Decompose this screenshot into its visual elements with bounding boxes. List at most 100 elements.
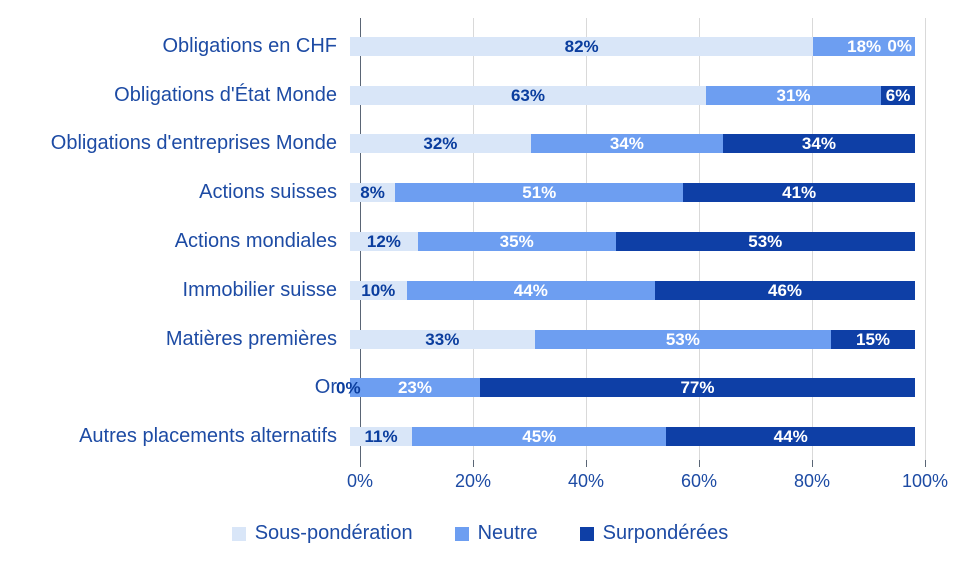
axis-tick-80	[812, 460, 813, 467]
bar-row: Obligations en CHF 82% 18% 0%	[0, 22, 960, 71]
segment-value-label: 51%	[522, 183, 557, 203]
category-label: Or	[314, 376, 337, 399]
legend-item-surpond-r-es: Surpondérées	[579, 522, 729, 545]
bar-row: Obligations d'entreprises Monde 32% 34% 34%	[0, 120, 960, 169]
segment-value-label: 8%	[360, 183, 385, 203]
bar-segment-neutre: 53%	[534, 329, 832, 349]
bar-segment-surpond-r-es: 46%	[655, 280, 915, 300]
bar-row: Matières premières 33% 53% 15%	[0, 315, 960, 364]
axis-tick-20	[473, 460, 474, 467]
segment-value-label: 12%	[366, 232, 401, 252]
bar-segment-surpond-r-es: 15%	[831, 329, 915, 349]
bar-area: 12% 35% 53%	[350, 232, 915, 252]
category-label: Obligations en CHF	[162, 34, 337, 57]
bar-area: 11% 45% 44%	[350, 427, 915, 447]
bar-segment-neutre: 51%	[395, 183, 684, 203]
segment-value-label: 41%	[782, 183, 817, 203]
bar-segment-sous-pond-ration: 10%	[350, 280, 407, 300]
x-axis: 0% 20% 40% 60% 80% 100%	[347, 471, 948, 493]
segment-value-label: 77%	[680, 378, 715, 398]
legend-item-neutre: Neutre	[454, 522, 538, 545]
category-label: Autres placements alternatifs	[79, 425, 337, 448]
segment-value-label: 32%	[423, 134, 458, 154]
bar-segment-sous-pond-ration: 8%	[350, 183, 396, 203]
category-label: Actions suisses	[199, 181, 337, 204]
segment-value-label: 46%	[768, 280, 803, 300]
axis-tick-100	[925, 460, 926, 467]
bar-segment-neutre: 45%	[412, 427, 667, 447]
bar-segment-surpond-r-es: 41%	[683, 183, 915, 203]
bar-segment-surpond-r-es: 53%	[615, 232, 915, 252]
bar-area: 33% 53% 15%	[350, 329, 915, 349]
bar-segment-surpond-r-es: 44%	[666, 427, 915, 447]
legend-label: Neutre	[477, 522, 538, 544]
segment-value-label: 31%	[776, 85, 811, 105]
x-axis-tick-label: 80%	[793, 471, 831, 491]
segment-value-label: 11%	[364, 427, 398, 447]
segment-value-label: 53%	[665, 329, 700, 349]
x-axis-tick-label: 20%	[454, 471, 492, 491]
category-label: Obligations d'entreprises Monde	[50, 132, 337, 155]
bar-segment-surpond-r-es: 77%	[479, 378, 915, 398]
bar-area: 0% 23% 77%	[336, 378, 915, 398]
segment-value-label: 63%	[510, 85, 545, 105]
category-label: Obligations d'État Monde	[114, 83, 337, 106]
bar-segment-sous-pond-ration: 33%	[350, 329, 535, 349]
bar-segment-neutre: 31%	[705, 85, 882, 105]
legend-label: Surpondérées	[602, 522, 729, 544]
bar-segment-surpond-r-es: 34%	[722, 134, 915, 154]
legend-swatch-icon	[579, 526, 594, 541]
gridline-100	[925, 18, 926, 460]
segment-value-label: 44%	[513, 280, 548, 300]
x-axis-tick-label: 100%	[901, 471, 949, 491]
bar-segment-sous-pond-ration: 12%	[350, 232, 418, 252]
bar-area: 82% 18% 0%	[350, 36, 915, 56]
bar-segment-neutre: 23%	[350, 378, 480, 398]
legend-swatch-icon	[454, 526, 469, 541]
segment-value-label: 15%	[856, 329, 891, 349]
segment-value-label: 53%	[748, 232, 783, 252]
x-axis-tick-label: 0%	[346, 471, 374, 491]
segment-value-label: 33%	[425, 329, 460, 349]
bar-row: Obligations d'État Monde 63% 31% 6%	[0, 71, 960, 120]
segment-value-label: 18%	[847, 36, 882, 56]
bar-segment-sous-pond-ration: 82%	[350, 36, 814, 56]
segment-value-label: 0%	[336, 378, 361, 398]
bar-row: Immobilier suisse 10% 44% 46%	[0, 266, 960, 315]
bar-segment-sous-pond-ration: 11%	[350, 427, 413, 447]
segment-value-label: 34%	[801, 134, 836, 154]
axis-tick-0	[360, 460, 361, 467]
bar-area: 63% 31% 6%	[350, 85, 915, 105]
legend-item-sous-pond-ration: Sous-pondération	[231, 522, 413, 545]
segment-value-label: 0%	[887, 36, 912, 56]
axis-tick-40	[586, 460, 587, 467]
segment-value-label: 6%	[885, 85, 911, 105]
bar-segment-neutre: 18%	[813, 36, 915, 56]
bar-row: Or 0% 23% 77%	[0, 364, 960, 413]
axis-tick-60	[699, 460, 700, 467]
legend: Sous-pondération Neutre Surpondérées	[0, 522, 960, 545]
bar-segment-surpond-r-es: 6%	[881, 85, 915, 105]
bar-segment-neutre: 34%	[530, 134, 723, 154]
bar-segment-sous-pond-ration: 63%	[350, 85, 706, 105]
bar-area: 32% 34% 34%	[350, 134, 915, 154]
bar-row: Autres placements alternatifs 11% 45% 44%	[0, 412, 960, 461]
segment-value-label: 34%	[609, 134, 644, 154]
bar-rows: Obligations en CHF 82% 18% 0% Obligations d'…	[0, 22, 960, 461]
legend-label: Sous-pondération	[254, 522, 413, 544]
category-label: Actions mondiales	[174, 230, 337, 253]
segment-value-label: 45%	[522, 427, 557, 447]
segment-value-label: 35%	[499, 232, 534, 252]
bar-row: Actions mondiales 12% 35% 53%	[0, 217, 960, 266]
segment-value-label: 82%	[564, 36, 599, 56]
bar-row: Actions suisses 8% 51% 41%	[0, 168, 960, 217]
category-label: Immobilier suisse	[182, 278, 337, 301]
legend-swatch-icon	[231, 526, 246, 541]
x-axis-tick-label: 60%	[680, 471, 718, 491]
bar-segment-neutre: 35%	[417, 232, 616, 252]
bar-segment-neutre: 44%	[406, 280, 656, 300]
bar-area: 8% 51% 41%	[350, 183, 915, 203]
segment-value-label: 44%	[773, 427, 808, 447]
bar-area: 10% 44% 46%	[350, 280, 915, 300]
